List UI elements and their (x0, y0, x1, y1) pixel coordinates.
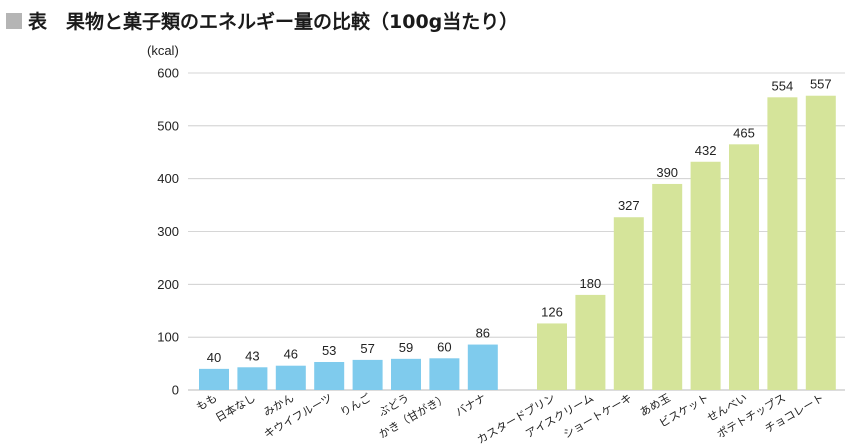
bar-value-label: 40 (207, 350, 221, 365)
bar (690, 161, 721, 390)
category-label: りんご (338, 390, 374, 419)
bar-value-label: 390 (656, 165, 678, 180)
y-tick-label: 300 (157, 224, 179, 239)
title-marker (6, 13, 22, 29)
chart-title: 表 果物と菓子類のエネルギー量の比較（100g当たり） (28, 10, 518, 33)
y-axis-ticks: 0 100 200 300 400 500 600 (157, 66, 179, 398)
bar-value-label: 465 (733, 125, 755, 140)
bar (467, 344, 498, 390)
bar (275, 365, 306, 390)
bar (537, 323, 567, 390)
category-label: 日本なし (213, 390, 258, 424)
bar (652, 183, 683, 390)
y-tick-label: 0 (172, 383, 179, 398)
category-label: バナナ (453, 391, 488, 419)
bar-value-label: 53 (322, 343, 336, 358)
bar (199, 368, 229, 390)
bar (352, 359, 383, 390)
bar-value-label: 60 (437, 339, 451, 354)
bar (613, 217, 644, 390)
bar-value-label: 554 (772, 78, 794, 93)
bar (429, 358, 460, 390)
bar (237, 367, 268, 390)
category-label: もも (194, 391, 220, 413)
bar-value-label: 86 (476, 326, 490, 341)
bar-value-label: 59 (399, 340, 413, 355)
bar-value-label: 126 (541, 304, 563, 319)
y-tick-label: 100 (157, 330, 179, 345)
bar-value-label: 57 (360, 341, 374, 356)
bar (314, 361, 345, 390)
bar (391, 358, 421, 390)
y-tick-label: 200 (157, 277, 179, 292)
bar-value-label: 432 (695, 143, 717, 158)
bar (767, 97, 798, 390)
bar-value-label: 43 (245, 348, 259, 363)
bar (575, 294, 606, 390)
value-labels: 40 43 46 53 57 59 60 86 126 180 327 390 432 465 554 557 (207, 77, 832, 365)
bar-value-label: 180 (580, 276, 602, 291)
y-tick-label: 500 (157, 118, 179, 133)
y-tick-label: 400 (157, 171, 179, 186)
bar-value-label: 46 (284, 347, 298, 362)
y-axis-unit: (kcal) (147, 43, 179, 58)
y-tick-label: 600 (157, 66, 179, 81)
bars (199, 95, 836, 391)
bar-value-label: 327 (618, 198, 640, 213)
bar (805, 95, 836, 391)
bar (729, 144, 759, 390)
bar-value-label: 557 (810, 77, 832, 92)
